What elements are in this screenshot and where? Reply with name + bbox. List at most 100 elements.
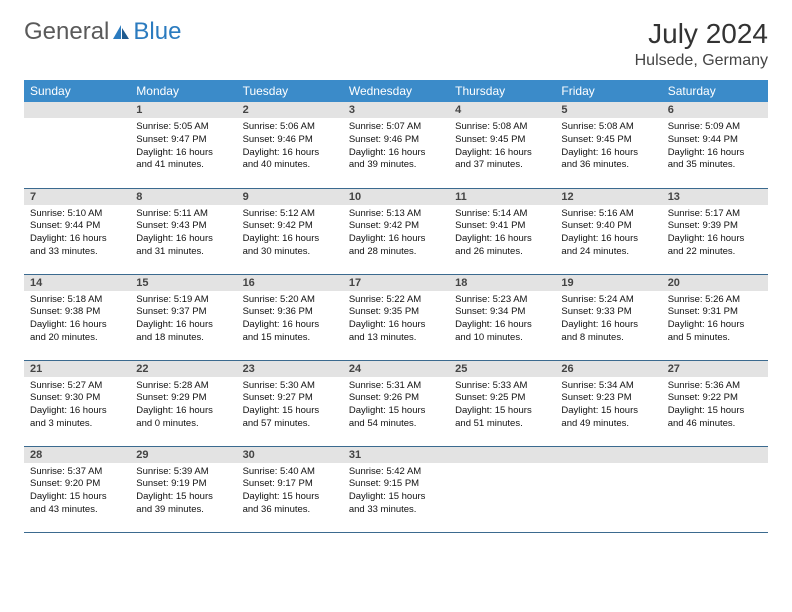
calendar-week-row: 28Sunrise: 5:37 AMSunset: 9:20 PMDayligh… (24, 446, 768, 532)
day-details: Sunrise: 5:05 AMSunset: 9:47 PMDaylight:… (130, 118, 236, 176)
calendar-body: 1Sunrise: 5:05 AMSunset: 9:47 PMDaylight… (24, 102, 768, 532)
calendar-day-cell: 2Sunrise: 5:06 AMSunset: 9:46 PMDaylight… (237, 102, 343, 188)
day-details: Sunrise: 5:26 AMSunset: 9:31 PMDaylight:… (662, 291, 768, 349)
day-details: Sunrise: 5:34 AMSunset: 9:23 PMDaylight:… (555, 377, 661, 435)
calendar-table: SundayMondayTuesdayWednesdayThursdayFrid… (24, 80, 768, 533)
day-number: 20 (662, 275, 768, 291)
day-number: 26 (555, 361, 661, 377)
page-header: General Blue July 2024 Hulsede, Germany (24, 18, 768, 70)
day-number: 30 (237, 447, 343, 463)
weekday-header: Friday (555, 80, 661, 102)
brand-logo: General Blue (24, 18, 181, 46)
day-number: 15 (130, 275, 236, 291)
calendar-day-cell: 5Sunrise: 5:08 AMSunset: 9:45 PMDaylight… (555, 102, 661, 188)
day-number (662, 447, 768, 463)
calendar-day-cell: 23Sunrise: 5:30 AMSunset: 9:27 PMDayligh… (237, 360, 343, 446)
day-details: Sunrise: 5:30 AMSunset: 9:27 PMDaylight:… (237, 377, 343, 435)
calendar-day-cell: 3Sunrise: 5:07 AMSunset: 9:46 PMDaylight… (343, 102, 449, 188)
day-details: Sunrise: 5:28 AMSunset: 9:29 PMDaylight:… (130, 377, 236, 435)
calendar-day-cell (449, 446, 555, 532)
calendar-week-row: 7Sunrise: 5:10 AMSunset: 9:44 PMDaylight… (24, 188, 768, 274)
day-number (24, 102, 130, 118)
weekday-header: Tuesday (237, 80, 343, 102)
calendar-day-cell: 30Sunrise: 5:40 AMSunset: 9:17 PMDayligh… (237, 446, 343, 532)
day-number: 19 (555, 275, 661, 291)
calendar-day-cell (662, 446, 768, 532)
day-number: 12 (555, 189, 661, 205)
day-number: 17 (343, 275, 449, 291)
location-label: Hulsede, Germany (635, 52, 768, 70)
day-details: Sunrise: 5:42 AMSunset: 9:15 PMDaylight:… (343, 463, 449, 521)
day-details: Sunrise: 5:10 AMSunset: 9:44 PMDaylight:… (24, 205, 130, 263)
calendar-week-row: 1Sunrise: 5:05 AMSunset: 9:47 PMDaylight… (24, 102, 768, 188)
calendar-day-cell: 13Sunrise: 5:17 AMSunset: 9:39 PMDayligh… (662, 188, 768, 274)
calendar-day-cell: 25Sunrise: 5:33 AMSunset: 9:25 PMDayligh… (449, 360, 555, 446)
day-details: Sunrise: 5:11 AMSunset: 9:43 PMDaylight:… (130, 205, 236, 263)
calendar-day-cell: 11Sunrise: 5:14 AMSunset: 9:41 PMDayligh… (449, 188, 555, 274)
day-number: 9 (237, 189, 343, 205)
day-number: 2 (237, 102, 343, 118)
day-details: Sunrise: 5:08 AMSunset: 9:45 PMDaylight:… (555, 118, 661, 176)
calendar-day-cell: 26Sunrise: 5:34 AMSunset: 9:23 PMDayligh… (555, 360, 661, 446)
day-number: 18 (449, 275, 555, 291)
calendar-day-cell: 4Sunrise: 5:08 AMSunset: 9:45 PMDaylight… (449, 102, 555, 188)
day-details: Sunrise: 5:27 AMSunset: 9:30 PMDaylight:… (24, 377, 130, 435)
calendar-day-cell: 19Sunrise: 5:24 AMSunset: 9:33 PMDayligh… (555, 274, 661, 360)
day-details: Sunrise: 5:36 AMSunset: 9:22 PMDaylight:… (662, 377, 768, 435)
day-number: 6 (662, 102, 768, 118)
day-details: Sunrise: 5:14 AMSunset: 9:41 PMDaylight:… (449, 205, 555, 263)
calendar-day-cell: 17Sunrise: 5:22 AMSunset: 9:35 PMDayligh… (343, 274, 449, 360)
day-details: Sunrise: 5:12 AMSunset: 9:42 PMDaylight:… (237, 205, 343, 263)
calendar-day-cell: 27Sunrise: 5:36 AMSunset: 9:22 PMDayligh… (662, 360, 768, 446)
day-details: Sunrise: 5:31 AMSunset: 9:26 PMDaylight:… (343, 377, 449, 435)
day-number: 7 (24, 189, 130, 205)
day-details: Sunrise: 5:17 AMSunset: 9:39 PMDaylight:… (662, 205, 768, 263)
logo-sail-icon (111, 23, 131, 41)
day-details: Sunrise: 5:13 AMSunset: 9:42 PMDaylight:… (343, 205, 449, 263)
calendar-day-cell: 10Sunrise: 5:13 AMSunset: 9:42 PMDayligh… (343, 188, 449, 274)
logo-text-general: General (24, 18, 109, 46)
day-details: Sunrise: 5:40 AMSunset: 9:17 PMDaylight:… (237, 463, 343, 521)
day-number: 14 (24, 275, 130, 291)
day-number: 4 (449, 102, 555, 118)
calendar-day-cell: 18Sunrise: 5:23 AMSunset: 9:34 PMDayligh… (449, 274, 555, 360)
calendar-day-cell: 7Sunrise: 5:10 AMSunset: 9:44 PMDaylight… (24, 188, 130, 274)
logo-text-blue: Blue (133, 18, 181, 46)
weekday-header: Monday (130, 80, 236, 102)
calendar-day-cell: 22Sunrise: 5:28 AMSunset: 9:29 PMDayligh… (130, 360, 236, 446)
weekday-header: Wednesday (343, 80, 449, 102)
weekday-header: Saturday (662, 80, 768, 102)
calendar-day-cell: 12Sunrise: 5:16 AMSunset: 9:40 PMDayligh… (555, 188, 661, 274)
day-number: 28 (24, 447, 130, 463)
weekday-header: Sunday (24, 80, 130, 102)
day-details: Sunrise: 5:19 AMSunset: 9:37 PMDaylight:… (130, 291, 236, 349)
calendar-day-cell: 16Sunrise: 5:20 AMSunset: 9:36 PMDayligh… (237, 274, 343, 360)
calendar-day-cell: 1Sunrise: 5:05 AMSunset: 9:47 PMDaylight… (130, 102, 236, 188)
day-number: 31 (343, 447, 449, 463)
calendar-week-row: 14Sunrise: 5:18 AMSunset: 9:38 PMDayligh… (24, 274, 768, 360)
day-number: 25 (449, 361, 555, 377)
day-details: Sunrise: 5:37 AMSunset: 9:20 PMDaylight:… (24, 463, 130, 521)
day-details: Sunrise: 5:18 AMSunset: 9:38 PMDaylight:… (24, 291, 130, 349)
day-number (449, 447, 555, 463)
day-number: 21 (24, 361, 130, 377)
title-block: July 2024 Hulsede, Germany (635, 18, 768, 70)
day-number: 5 (555, 102, 661, 118)
calendar-day-cell: 21Sunrise: 5:27 AMSunset: 9:30 PMDayligh… (24, 360, 130, 446)
day-number: 22 (130, 361, 236, 377)
calendar-day-cell: 15Sunrise: 5:19 AMSunset: 9:37 PMDayligh… (130, 274, 236, 360)
day-number: 27 (662, 361, 768, 377)
month-title: July 2024 (635, 18, 768, 50)
day-number: 8 (130, 189, 236, 205)
calendar-day-cell: 9Sunrise: 5:12 AMSunset: 9:42 PMDaylight… (237, 188, 343, 274)
day-details: Sunrise: 5:22 AMSunset: 9:35 PMDaylight:… (343, 291, 449, 349)
calendar-day-cell: 28Sunrise: 5:37 AMSunset: 9:20 PMDayligh… (24, 446, 130, 532)
day-details: Sunrise: 5:33 AMSunset: 9:25 PMDaylight:… (449, 377, 555, 435)
day-number: 3 (343, 102, 449, 118)
day-details: Sunrise: 5:07 AMSunset: 9:46 PMDaylight:… (343, 118, 449, 176)
calendar-day-cell: 20Sunrise: 5:26 AMSunset: 9:31 PMDayligh… (662, 274, 768, 360)
weekday-header: Thursday (449, 80, 555, 102)
calendar-day-cell: 14Sunrise: 5:18 AMSunset: 9:38 PMDayligh… (24, 274, 130, 360)
day-number: 1 (130, 102, 236, 118)
day-details: Sunrise: 5:24 AMSunset: 9:33 PMDaylight:… (555, 291, 661, 349)
